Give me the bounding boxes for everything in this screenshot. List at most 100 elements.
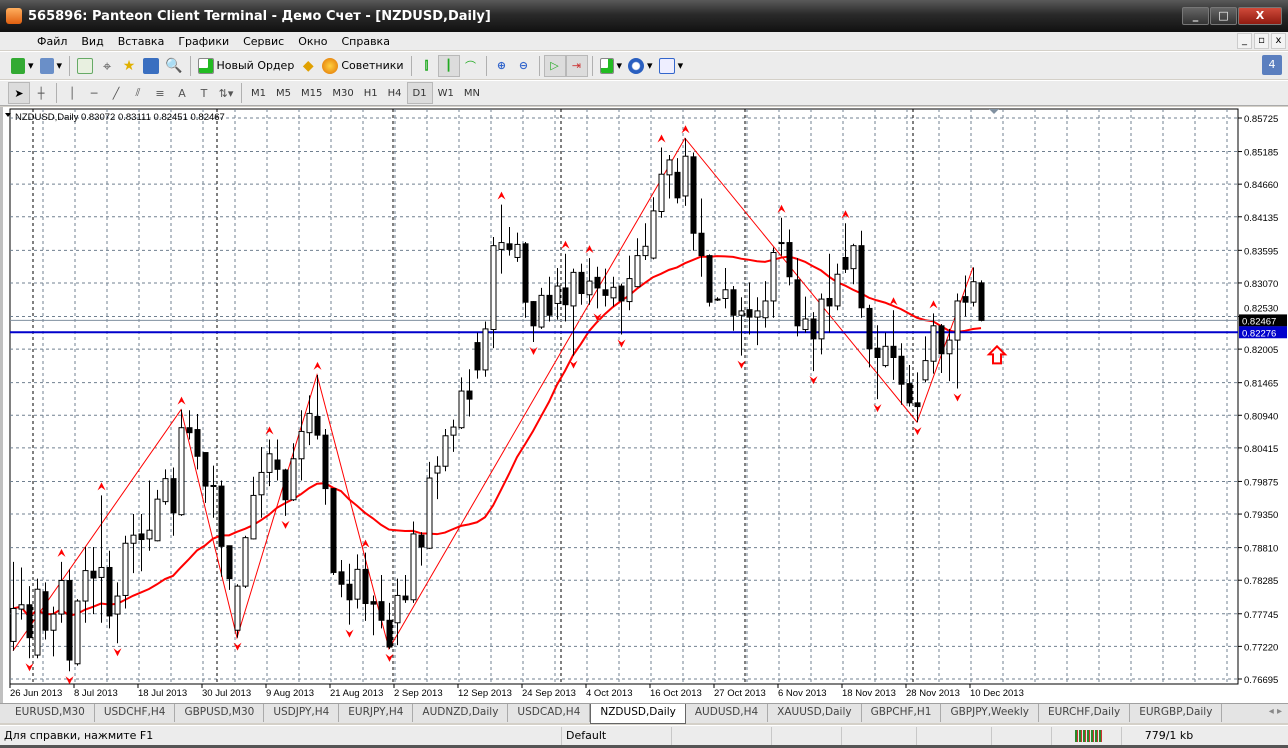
- line-chart-button[interactable]: ⌒: [460, 55, 482, 77]
- periods-button[interactable]: ▾: [625, 55, 656, 77]
- fractal-up-arrow: [561, 240, 570, 249]
- indicators-button[interactable]: ▾: [597, 55, 626, 77]
- candle-body: [482, 328, 489, 371]
- templates-button[interactable]: ▾: [656, 55, 687, 77]
- chart-tab[interactable]: EURUSD,M30: [6, 704, 95, 722]
- menu-tools[interactable]: Сервис: [243, 34, 285, 48]
- chart-shift-button[interactable]: ⇥: [565, 54, 588, 77]
- arrows-button[interactable]: ⇅▾: [215, 82, 237, 104]
- candle: [378, 574, 385, 629]
- price-chart[interactable]: 0.85725 0.85185 0.84660 0.84135 0.83595 0.830…: [3, 107, 1288, 703]
- timeframe-h1[interactable]: H1: [363, 87, 378, 99]
- market-watch-button[interactable]: [74, 55, 96, 77]
- timeframe-m30[interactable]: M30: [332, 87, 354, 99]
- notifications-badge[interactable]: 4: [1262, 55, 1282, 75]
- moving-average-line: [12, 255, 982, 619]
- chart-tab[interactable]: USDJPY,H4: [264, 704, 340, 722]
- candle: [834, 263, 841, 311]
- text-label-button[interactable]: T: [193, 82, 215, 104]
- horizontal-line-button[interactable]: ─: [83, 82, 105, 104]
- chart-window[interactable]: 0.85725 0.85185 0.84660 0.84135 0.83595 0.830…: [0, 107, 1288, 703]
- chart-info-dropdown-icon: [5, 113, 11, 117]
- chart-tab[interactable]: GBPCHF,H1: [862, 704, 942, 722]
- candle: [690, 152, 697, 251]
- candle: [322, 428, 329, 505]
- terminal-button[interactable]: [140, 55, 162, 77]
- chart-tab[interactable]: XAUUSD,Daily: [768, 704, 862, 722]
- timeframe-h4[interactable]: H4: [387, 87, 402, 99]
- maximize-button[interactable]: □: [1210, 7, 1237, 25]
- chart-tab[interactable]: EURJPY,H4: [339, 704, 414, 722]
- navigator-button[interactable]: ★: [118, 55, 140, 77]
- data-window-button[interactable]: ⌖: [96, 55, 118, 77]
- candle-body: [498, 242, 505, 250]
- candle: [826, 253, 833, 333]
- candle-body: [346, 583, 353, 601]
- mdi-close-button[interactable]: x: [1271, 33, 1286, 49]
- timeframe-m5[interactable]: M5: [276, 87, 291, 99]
- x-tick-label: 28 Nov 2013: [906, 688, 960, 699]
- vertical-line-button[interactable]: │: [61, 82, 83, 104]
- timeframe-w1[interactable]: W1: [437, 87, 454, 99]
- profiles-button[interactable]: ▾: [37, 55, 66, 77]
- candle: [218, 480, 225, 577]
- x-tick-label: 4 Oct 2013: [586, 688, 632, 699]
- candlestick-button[interactable]: ┃: [437, 54, 460, 77]
- trendline-button[interactable]: ╱: [105, 82, 127, 104]
- close-button[interactable]: X: [1238, 7, 1282, 25]
- x-tick-label: 18 Jul 2013: [138, 688, 187, 699]
- candle: [778, 217, 785, 256]
- chart-tab[interactable]: AUDUSD,H4: [686, 704, 769, 722]
- candle-body: [50, 613, 57, 631]
- menu-help[interactable]: Справка: [341, 34, 390, 48]
- y-tick-label: 0.77745: [1244, 610, 1278, 621]
- candle: [306, 395, 313, 446]
- candle-body: [330, 488, 337, 573]
- menu-view[interactable]: Вид: [81, 34, 104, 48]
- experts-button[interactable]: Советники: [319, 55, 406, 77]
- fractal-up-arrow: [841, 210, 850, 219]
- fibonacci-button[interactable]: ≡: [149, 82, 171, 104]
- tab-scroll-arrows[interactable]: ◂ ▸: [1268, 706, 1282, 717]
- channel-button[interactable]: ⫽: [127, 82, 149, 104]
- chart-tab[interactable]: EURCHF,Daily: [1039, 704, 1131, 722]
- candle: [130, 514, 137, 574]
- cursor-button[interactable]: ➤: [8, 82, 30, 104]
- zoom-in-button[interactable]: ⊕: [491, 55, 513, 77]
- autoscroll-button[interactable]: ▷: [543, 54, 566, 77]
- crosshair-button[interactable]: ┼: [30, 82, 52, 104]
- chart-tab[interactable]: USDCHF,H4: [95, 704, 176, 722]
- candle-body: [850, 245, 857, 270]
- menu-file[interactable]: Файл: [37, 34, 68, 48]
- chart-tab[interactable]: NZDUSD,Daily: [590, 704, 686, 724]
- new-order-button[interactable]: Новый Ордер: [195, 55, 298, 77]
- mdi-restore-button[interactable]: ▫: [1254, 33, 1269, 49]
- bar-chart-button[interactable]: ⫿: [416, 55, 438, 77]
- candlestick-icon: ┃: [445, 59, 452, 72]
- chart-tab[interactable]: AUDNZD,Daily: [413, 704, 509, 722]
- profiles-icon: [39, 57, 54, 74]
- text-button[interactable]: A: [171, 82, 193, 104]
- menu-window[interactable]: Окно: [298, 34, 328, 48]
- minimize-button[interactable]: _: [1182, 7, 1209, 25]
- candle-body: [106, 566, 113, 617]
- candle-body: [658, 173, 665, 212]
- timeframe-d1[interactable]: D1: [406, 82, 433, 104]
- zoom-out-button[interactable]: ⊖: [513, 55, 535, 77]
- chart-tab[interactable]: GBPJPY,Weekly: [941, 704, 1039, 722]
- candle-body: [642, 245, 649, 257]
- menu-insert[interactable]: Вставка: [117, 34, 165, 48]
- templates-icon: [658, 57, 675, 74]
- timeframe-m1[interactable]: M1: [251, 87, 266, 99]
- chart-tab[interactable]: GBPUSD,M30: [175, 704, 265, 722]
- timeframe-m15[interactable]: M15: [301, 87, 323, 99]
- new-chart-button[interactable]: ▾: [8, 55, 37, 77]
- tester-button[interactable]: 🔍: [162, 55, 185, 77]
- alert-button[interactable]: ◆: [297, 55, 319, 77]
- chart-tab[interactable]: EURGBP,Daily: [1130, 704, 1223, 722]
- mdi-minimize-button[interactable]: _: [1237, 33, 1252, 49]
- chart-tab[interactable]: USDCAD,H4: [508, 704, 591, 722]
- menu-charts[interactable]: Графики: [178, 34, 230, 48]
- candle-body: [906, 383, 913, 404]
- timeframe-mn[interactable]: MN: [463, 87, 480, 99]
